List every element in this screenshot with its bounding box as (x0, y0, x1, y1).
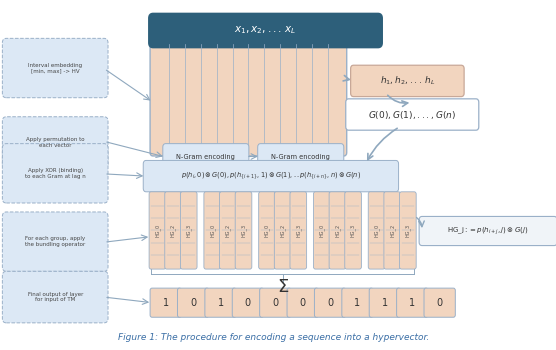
FancyBboxPatch shape (419, 216, 556, 246)
Text: 1: 1 (382, 298, 388, 308)
FancyBboxPatch shape (150, 288, 181, 317)
Text: HG_3: HG_3 (295, 224, 301, 237)
Text: HG_2: HG_2 (170, 224, 176, 237)
Text: $x_1, x_2, ...\, x_L$: $x_1, x_2, ...\, x_L$ (234, 25, 297, 36)
FancyBboxPatch shape (149, 192, 166, 269)
Text: 0: 0 (190, 298, 196, 308)
Text: 0: 0 (300, 298, 306, 308)
Text: HG_0: HG_0 (155, 224, 160, 237)
FancyBboxPatch shape (2, 271, 108, 323)
FancyBboxPatch shape (2, 212, 108, 271)
FancyBboxPatch shape (346, 99, 479, 130)
Text: 1: 1 (217, 298, 224, 308)
Text: HG_2: HG_2 (280, 224, 285, 237)
FancyBboxPatch shape (314, 192, 330, 269)
FancyBboxPatch shape (329, 192, 346, 269)
FancyBboxPatch shape (351, 65, 464, 97)
FancyBboxPatch shape (177, 288, 209, 317)
Text: HG_2: HG_2 (225, 224, 231, 237)
FancyBboxPatch shape (163, 144, 249, 169)
Text: N-Gram encoding: N-Gram encoding (271, 154, 330, 160)
Text: HG_2: HG_2 (335, 224, 340, 237)
Text: HG_3: HG_3 (350, 224, 356, 237)
Text: $p(h_i, 0)\otimes G(0), p(h_{\{i+1\}}, 1)\otimes G(1),..p(h_{\{i+n\}}, n)\otimes: $p(h_i, 0)\otimes G(0), p(h_{\{i+1\}}, 1… (181, 171, 361, 181)
Text: HG_2: HG_2 (389, 224, 395, 237)
Text: Interval embedding
[min, max] -> HV: Interval embedding [min, max] -> HV (28, 63, 82, 74)
Text: For each group, apply
the bundling operator: For each group, apply the bundling opera… (25, 236, 85, 247)
FancyBboxPatch shape (400, 192, 416, 269)
FancyBboxPatch shape (220, 192, 236, 269)
FancyBboxPatch shape (143, 160, 399, 192)
Text: HG_0: HG_0 (264, 224, 270, 237)
FancyBboxPatch shape (165, 192, 181, 269)
Text: 1: 1 (409, 298, 415, 308)
FancyBboxPatch shape (180, 192, 197, 269)
FancyBboxPatch shape (2, 38, 108, 98)
Text: 0: 0 (327, 298, 333, 308)
FancyBboxPatch shape (150, 41, 347, 156)
Text: 0: 0 (436, 298, 443, 308)
FancyBboxPatch shape (342, 288, 373, 317)
FancyBboxPatch shape (2, 144, 108, 203)
FancyBboxPatch shape (345, 192, 361, 269)
FancyBboxPatch shape (274, 192, 291, 269)
Text: 0: 0 (272, 298, 279, 308)
FancyBboxPatch shape (204, 192, 221, 269)
FancyBboxPatch shape (2, 117, 108, 168)
Text: N-Gram encoding: N-Gram encoding (176, 154, 235, 160)
Text: 1: 1 (354, 298, 360, 308)
FancyBboxPatch shape (287, 288, 319, 317)
Text: 1: 1 (163, 298, 169, 308)
FancyBboxPatch shape (235, 192, 252, 269)
Text: HG_0: HG_0 (210, 224, 215, 237)
FancyBboxPatch shape (149, 14, 382, 47)
FancyBboxPatch shape (369, 288, 400, 317)
Text: Final output of layer
for input of TM: Final output of layer for input of TM (27, 292, 83, 302)
Text: HG_3: HG_3 (405, 224, 411, 237)
Text: $h_1, h_2, ...\, h_L$: $h_1, h_2, ...\, h_L$ (380, 75, 435, 87)
Text: 0: 0 (245, 298, 251, 308)
FancyBboxPatch shape (315, 288, 346, 317)
Text: HG_3: HG_3 (186, 224, 192, 237)
FancyBboxPatch shape (259, 192, 275, 269)
Text: HG_0: HG_0 (374, 224, 379, 237)
FancyBboxPatch shape (260, 288, 291, 317)
FancyBboxPatch shape (205, 288, 236, 317)
FancyBboxPatch shape (257, 144, 344, 169)
Text: HG_3: HG_3 (241, 224, 246, 237)
FancyBboxPatch shape (384, 192, 400, 269)
Text: $\Sigma$: $\Sigma$ (276, 278, 289, 296)
Text: Apply XOR (binding)
to each Gram at lag n: Apply XOR (binding) to each Gram at lag … (25, 168, 86, 179)
FancyBboxPatch shape (396, 288, 428, 317)
Text: Apply permutation to
each vector: Apply permutation to each vector (26, 137, 85, 148)
FancyBboxPatch shape (232, 288, 264, 317)
FancyBboxPatch shape (424, 288, 455, 317)
Text: HG_0: HG_0 (319, 224, 325, 237)
FancyBboxPatch shape (368, 192, 385, 269)
Text: $\mathrm{HG\_j} := p(h_{i+j}, j)\otimes G(j)$: $\mathrm{HG\_j} := p(h_{i+j}, j)\otimes … (448, 225, 529, 237)
FancyBboxPatch shape (290, 192, 306, 269)
Text: $G(0), G(1), ..., G(n)$: $G(0), G(1), ..., G(n)$ (368, 108, 456, 120)
Text: Figure 1: The procedure for encoding a sequence into a hypervector.: Figure 1: The procedure for encoding a s… (118, 333, 429, 342)
